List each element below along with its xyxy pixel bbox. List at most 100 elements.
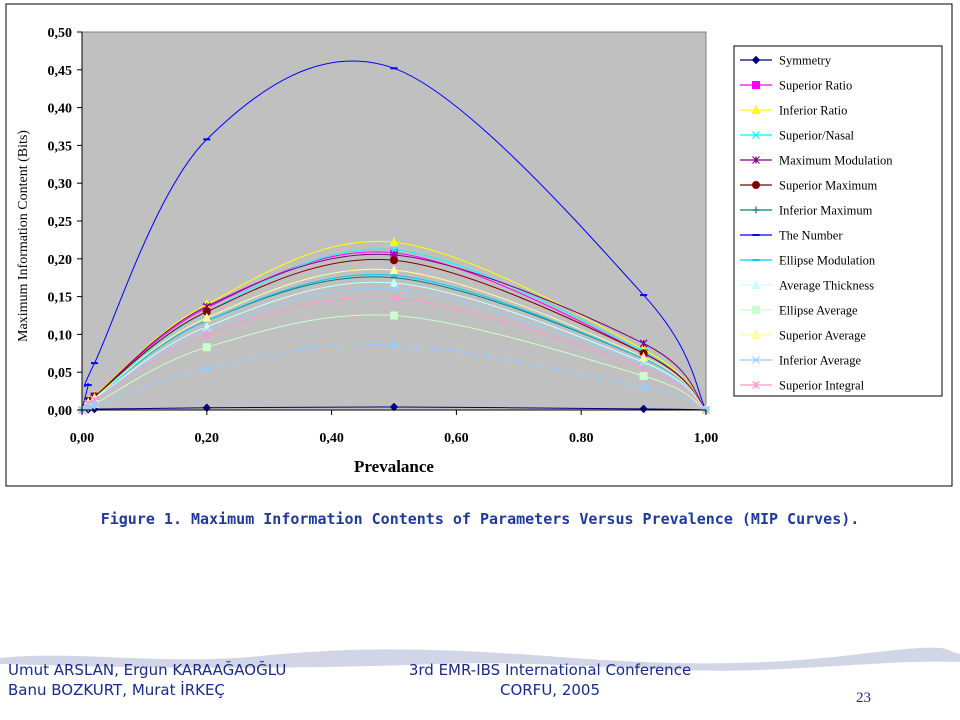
data-point [639, 364, 648, 373]
legend: Symmetry Superior Ratio Inferior Ratio Supe… [733, 45, 943, 397]
data-point [202, 343, 211, 352]
authors-line-1: Umut ARSLAN, Ergun KARAAĞAOĞLU [8, 661, 287, 679]
legend-label: Superior/Nasal [779, 129, 855, 143]
data-point [390, 274, 398, 277]
legend-label: Superior Average [779, 329, 866, 343]
conference-line-1: 3rd EMR-IBS International Conference [408, 661, 692, 679]
legend-marker [751, 279, 761, 289]
data-point [202, 330, 211, 339]
y-tick-label: 0,00 [48, 404, 73, 419]
y-tick-label: 0,45 [48, 64, 73, 79]
data-point [389, 236, 399, 247]
y-tick-label: 0,15 [48, 291, 73, 306]
x-tick-label: 0,20 [195, 431, 220, 446]
legend-label: Maximum Modulation [779, 154, 893, 168]
legend-marker [751, 329, 761, 339]
legend-marker [752, 259, 760, 261]
legend-marker [752, 381, 760, 389]
legend-entry: Maximum Modulation [740, 154, 893, 168]
data-point [90, 401, 99, 410]
legend-entry: Inferior Maximum [740, 204, 873, 218]
conference-line-2: CORFU, 2005 [499, 681, 601, 699]
series-line [81, 296, 707, 411]
legend-label: Inferior Average [779, 354, 861, 368]
data-point [390, 67, 398, 70]
data-point [639, 351, 648, 362]
legend-entry: Ellipse Average [740, 304, 858, 318]
curves-layer [77, 60, 711, 415]
legend-entry: Superior Average [740, 329, 866, 343]
axes-layer: 0,00 0,05 0,10 0,15 0,20 0,25 0,30 0,35 0,40 0,45… [48, 26, 719, 446]
data-point [203, 138, 211, 141]
data-point [389, 277, 399, 287]
legend-marker [751, 55, 761, 65]
legend-marker [752, 181, 760, 189]
data-point [84, 384, 92, 387]
legend-marker [752, 156, 760, 164]
data-point [90, 362, 98, 365]
y-tick-label: 0,05 [48, 366, 73, 381]
legend-entry: The Number [740, 229, 843, 243]
x-tick-label: 0,60 [444, 431, 469, 446]
legend-entry: Superior Maximum [740, 179, 878, 193]
legend-marker [752, 81, 760, 89]
plot-area [81, 31, 707, 411]
x-axis-title: Prevalance [354, 457, 434, 476]
page-number: 23 [856, 690, 871, 706]
y-tick-label: 0,20 [48, 253, 73, 268]
data-point [639, 404, 648, 414]
legend-entry: Ellipse Modulation [740, 254, 876, 268]
legend-label: Inferior Ratio [779, 104, 847, 118]
data-point [639, 339, 648, 348]
legend-entry: Average Thickness [740, 279, 874, 293]
x-tick-label: 0.80 [569, 431, 594, 446]
legend-label: Ellipse Modulation [779, 254, 876, 268]
y-tick-label: 0,25 [48, 215, 73, 230]
legend-label: Average Thickness [779, 279, 874, 293]
data-point [639, 383, 648, 392]
data-point [390, 285, 398, 293]
legend-box [733, 45, 943, 397]
legend-entry: Superior/Nasal [740, 129, 855, 143]
legend-entry: Inferior Average [740, 354, 861, 368]
y-tick-label: 0,35 [48, 139, 73, 154]
y-tick-label: 0,30 [48, 177, 73, 192]
data-point [389, 340, 399, 350]
mip-chart: 0,00 0,05 0,10 0,15 0,20 0,25 0,30 0,35 0,40 0,45… [5, 3, 953, 487]
data-point [202, 326, 211, 335]
legend-label: Inferior Maximum [779, 204, 873, 218]
legend-label: Superior Integral [779, 379, 865, 393]
legend-label: Superior Ratio [779, 79, 852, 93]
footer-authors: Umut ARSLAN, Ergun KARAAĞAOĞLU Banu BOZK… [8, 660, 286, 700]
legend-label: Ellipse Average [779, 304, 858, 318]
x-tick-label: 0,00 [70, 431, 95, 446]
legend-entry: Superior Integral [740, 379, 865, 393]
figure-caption: Figure 1. Maximum Information Contents o… [100, 510, 860, 528]
series-15 [77, 340, 711, 415]
x-tick-label: 1,00 [694, 431, 719, 446]
footer-wave [0, 647, 960, 671]
legend-marker [752, 356, 760, 364]
data-point [640, 294, 648, 297]
legend-entry: Symmetry [740, 54, 832, 68]
legend-label: Symmetry [779, 54, 832, 68]
legend-marker [751, 104, 761, 114]
footer-conference: 3rd EMR-IBS International Conference COR… [360, 660, 740, 700]
authors-line-2: Banu BOZKURT, Murat İRKEÇ [8, 681, 225, 699]
legend-marker [752, 131, 760, 139]
data-point [390, 256, 398, 265]
legend-entry: Inferior Ratio [740, 104, 847, 118]
y-tick-label: 0,10 [48, 328, 73, 343]
legend-label: The Number [779, 229, 843, 243]
data-point [389, 264, 399, 275]
legend-marker [752, 206, 760, 214]
data-point [202, 312, 212, 322]
series-line [81, 60, 707, 411]
data-point [639, 371, 648, 380]
series-14 [78, 294, 710, 414]
legend-entry: Superior Ratio [740, 79, 852, 93]
series-line [81, 287, 707, 411]
x-tick-label: 0,40 [319, 431, 344, 446]
data-point [390, 311, 398, 320]
